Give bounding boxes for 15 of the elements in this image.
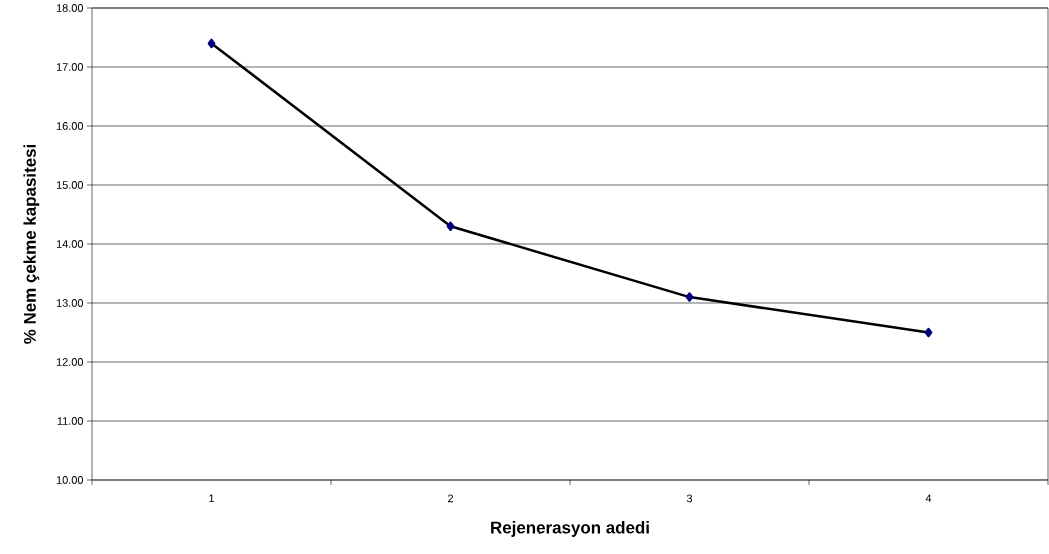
x-tick-label: 1 xyxy=(209,494,215,503)
y-tick-label: 16.00 xyxy=(56,122,84,130)
y-tick-label: 17.00 xyxy=(56,63,84,71)
y-tick-label: 12.00 xyxy=(56,358,84,366)
y-tick-label: 13.00 xyxy=(56,299,84,307)
y-tick-label: 10.00 xyxy=(56,476,84,484)
y-tick-label: 18.00 xyxy=(56,4,84,12)
y-axis-title: % Nem çekme kapasitesi xyxy=(23,144,40,344)
x-tick-label: 3 xyxy=(686,494,693,503)
y-tick-label: 11.00 xyxy=(57,417,84,425)
x-tick-label: 2 xyxy=(448,494,454,503)
y-tick-label: 15.00 xyxy=(56,181,84,189)
x-tick-label: 4 xyxy=(925,494,932,503)
x-axis-title: Rejenerasyon adedi xyxy=(491,521,649,537)
y-tick-label: 14.00 xyxy=(56,240,84,248)
